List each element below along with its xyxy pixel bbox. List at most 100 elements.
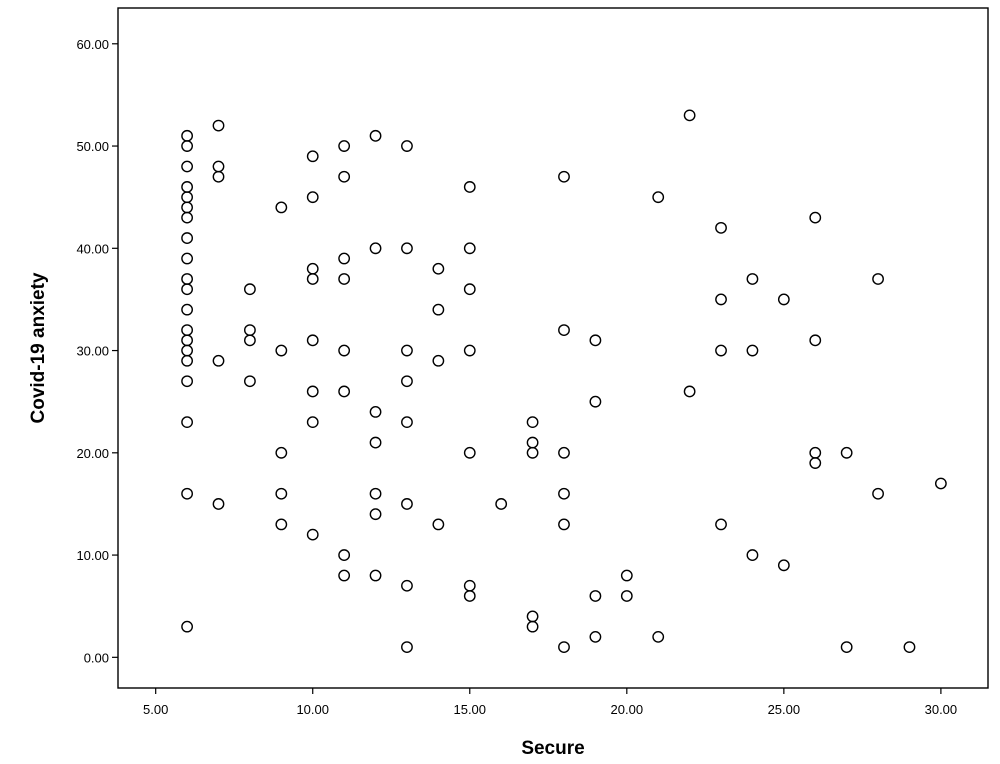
data-point <box>715 221 727 234</box>
data-point <box>306 273 319 285</box>
data-point <box>181 283 193 296</box>
y-tick-label: 50.00 <box>76 139 109 154</box>
data-point <box>244 375 256 388</box>
data-point <box>306 416 319 429</box>
data-point <box>306 528 319 541</box>
data-point <box>463 242 476 255</box>
data-point <box>432 518 445 531</box>
data-point <box>338 569 351 582</box>
data-point <box>181 487 193 500</box>
data-point <box>369 508 382 521</box>
data-point <box>683 109 696 122</box>
data-point <box>401 242 413 255</box>
data-point <box>212 119 225 132</box>
data-point <box>589 334 602 347</box>
y-axis-title: Covid-19 anxiety <box>28 272 49 423</box>
data-point <box>181 375 193 388</box>
data-point <box>463 283 476 296</box>
data-point <box>275 487 288 500</box>
data-point <box>620 569 633 582</box>
data-point <box>903 641 916 653</box>
data-point <box>715 293 727 306</box>
y-tick-label: 60.00 <box>76 37 109 52</box>
data-point <box>934 477 947 490</box>
data-point <box>369 129 382 142</box>
y-tick-label: 40.00 <box>76 241 109 256</box>
x-axis-ticks: 5.00 10.00 15.00 20.00 25.00 30.00 <box>143 688 957 717</box>
x-tick-label: 20.00 <box>611 702 644 717</box>
data-point <box>244 283 256 296</box>
data-point <box>212 170 225 183</box>
data-point <box>652 630 665 643</box>
data-point <box>338 385 351 398</box>
data-point <box>620 590 633 602</box>
data-point <box>338 252 351 265</box>
data-point <box>369 406 382 418</box>
data-point <box>652 191 665 204</box>
data-point <box>840 641 853 653</box>
y-tick-label: 20.00 <box>76 446 109 461</box>
data-point <box>401 579 413 592</box>
data-point <box>369 242 382 255</box>
data-point <box>181 211 193 224</box>
data-point <box>181 232 193 244</box>
data-point <box>401 375 413 388</box>
data-point <box>715 344 727 357</box>
data-point <box>715 518 727 531</box>
x-tick-label: 15.00 <box>453 702 486 717</box>
data-points <box>181 109 947 653</box>
data-point <box>338 549 351 561</box>
data-point <box>181 416 193 429</box>
data-point <box>369 569 382 582</box>
data-point <box>401 498 413 510</box>
data-point <box>463 590 476 602</box>
data-point <box>306 334 319 347</box>
data-point <box>401 641 413 653</box>
data-point <box>746 344 759 357</box>
data-point <box>683 385 696 398</box>
data-point <box>181 140 193 152</box>
data-point <box>809 457 822 469</box>
data-point <box>338 170 351 183</box>
data-point <box>589 630 602 643</box>
data-point <box>432 262 445 275</box>
data-point <box>558 324 570 337</box>
data-point <box>589 395 602 408</box>
data-point <box>306 385 319 398</box>
data-point <box>181 354 193 367</box>
data-point <box>495 498 508 510</box>
data-point <box>558 487 570 500</box>
data-point <box>558 518 570 531</box>
data-point <box>212 498 225 510</box>
y-axis-ticks: 0.00 10.00 20.00 30.00 40.00 50.00 60.00 <box>76 37 118 665</box>
data-point <box>181 160 193 173</box>
data-point <box>338 273 351 285</box>
data-point <box>777 559 790 572</box>
data-point <box>872 487 884 500</box>
plot-frame <box>117 7 989 689</box>
x-tick-label: 10.00 <box>296 702 329 717</box>
data-point <box>275 201 288 214</box>
data-point <box>809 334 822 347</box>
data-point <box>401 416 413 429</box>
data-point <box>181 252 193 265</box>
data-point <box>558 446 570 459</box>
data-point <box>840 446 853 459</box>
data-point <box>558 641 570 653</box>
data-point <box>401 344 413 357</box>
y-tick-label: 10.00 <box>76 548 109 563</box>
data-point <box>338 344 351 357</box>
data-point <box>306 150 319 163</box>
x-axis-title: Secure <box>521 738 584 759</box>
data-point <box>558 170 570 183</box>
data-point <box>401 140 413 152</box>
data-point <box>463 446 476 459</box>
data-point <box>244 334 256 347</box>
data-point <box>369 436 382 449</box>
y-tick-label: 30.00 <box>76 344 109 359</box>
data-point <box>432 303 445 316</box>
data-point <box>463 181 476 193</box>
data-point <box>526 446 539 459</box>
data-point <box>589 590 602 602</box>
